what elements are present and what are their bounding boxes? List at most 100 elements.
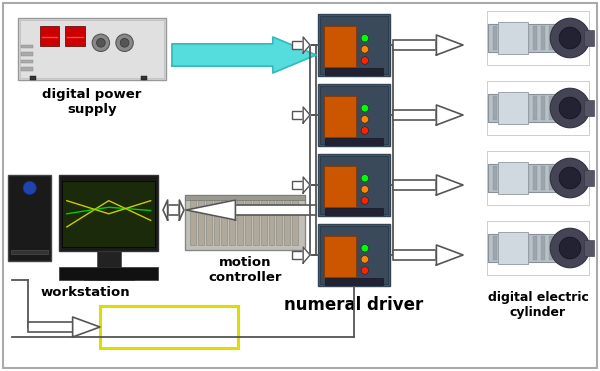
Bar [509,236,513,260]
Bar [21,52,33,56]
Bar [11,250,49,254]
Bar [21,59,33,63]
Bar [501,26,505,50]
Bar [525,236,529,260]
Circle shape [559,237,581,259]
Bar [493,96,497,120]
Bar [584,30,594,46]
Bar [517,166,521,190]
Bar [525,26,529,50]
Bar [8,175,52,261]
Bar [541,26,545,50]
Bar [509,166,513,190]
Bar [84,276,134,280]
Bar [235,205,316,215]
Bar [190,200,196,245]
Bar [393,110,436,120]
Bar [325,207,383,215]
Text: digital power
supply: digital power supply [43,88,142,116]
Bar [517,26,521,50]
Bar [214,200,220,245]
Bar [488,234,570,262]
Circle shape [361,57,368,64]
Bar [487,151,589,205]
Bar [229,200,235,245]
Bar [292,200,298,245]
Circle shape [559,97,581,119]
Text: digital electric
cylinder: digital electric cylinder [488,291,589,319]
Bar [533,96,537,120]
Polygon shape [172,37,316,73]
Bar [40,26,59,46]
Bar [21,67,33,71]
Circle shape [361,197,368,204]
Bar [509,96,513,120]
Polygon shape [436,35,463,55]
Bar [498,92,528,124]
Text: field operation
box: field operation box [113,313,224,341]
Bar [501,236,505,260]
Bar [525,96,529,120]
Bar [541,236,545,260]
Bar [59,267,158,280]
Bar [393,40,436,50]
Bar [325,68,383,75]
Circle shape [97,39,105,47]
Bar [269,200,274,245]
Bar [292,251,303,259]
Bar [324,96,356,137]
Polygon shape [179,200,184,220]
Bar [221,200,227,245]
Circle shape [92,34,110,52]
Bar [393,250,436,260]
Bar [541,166,545,190]
Bar [320,156,388,214]
Polygon shape [436,245,463,265]
Circle shape [550,228,590,268]
Bar [498,232,528,264]
Bar [253,200,259,245]
Circle shape [361,174,368,182]
Circle shape [361,267,368,274]
Bar [584,100,594,116]
Circle shape [559,167,581,189]
Bar [21,45,33,48]
Bar [541,96,545,120]
Bar [318,154,390,216]
Bar [277,200,283,245]
Bar [320,86,388,144]
Bar [517,96,521,120]
Bar [549,26,553,50]
Bar [185,195,305,250]
Bar [18,18,166,80]
Bar [525,166,529,190]
Bar [325,138,383,145]
Bar [206,200,212,245]
Bar [533,166,537,190]
Bar [28,322,73,332]
Circle shape [361,105,368,112]
Polygon shape [163,200,167,220]
Bar [30,76,36,80]
Polygon shape [73,317,100,337]
Bar [141,76,147,80]
Bar [100,306,238,348]
Bar [487,11,589,65]
Circle shape [120,39,129,47]
Bar [65,26,85,46]
Bar [185,195,305,200]
Circle shape [361,46,368,53]
Bar [493,236,497,260]
Bar [324,167,356,207]
Bar [488,24,570,52]
Bar [318,224,390,286]
Bar [584,170,594,186]
Circle shape [23,181,36,194]
Circle shape [361,256,368,263]
Bar [325,278,383,285]
Bar [501,96,505,120]
Bar [324,236,356,277]
Text: motion
controller: motion controller [208,256,282,284]
Circle shape [361,127,368,134]
Bar [320,16,388,74]
